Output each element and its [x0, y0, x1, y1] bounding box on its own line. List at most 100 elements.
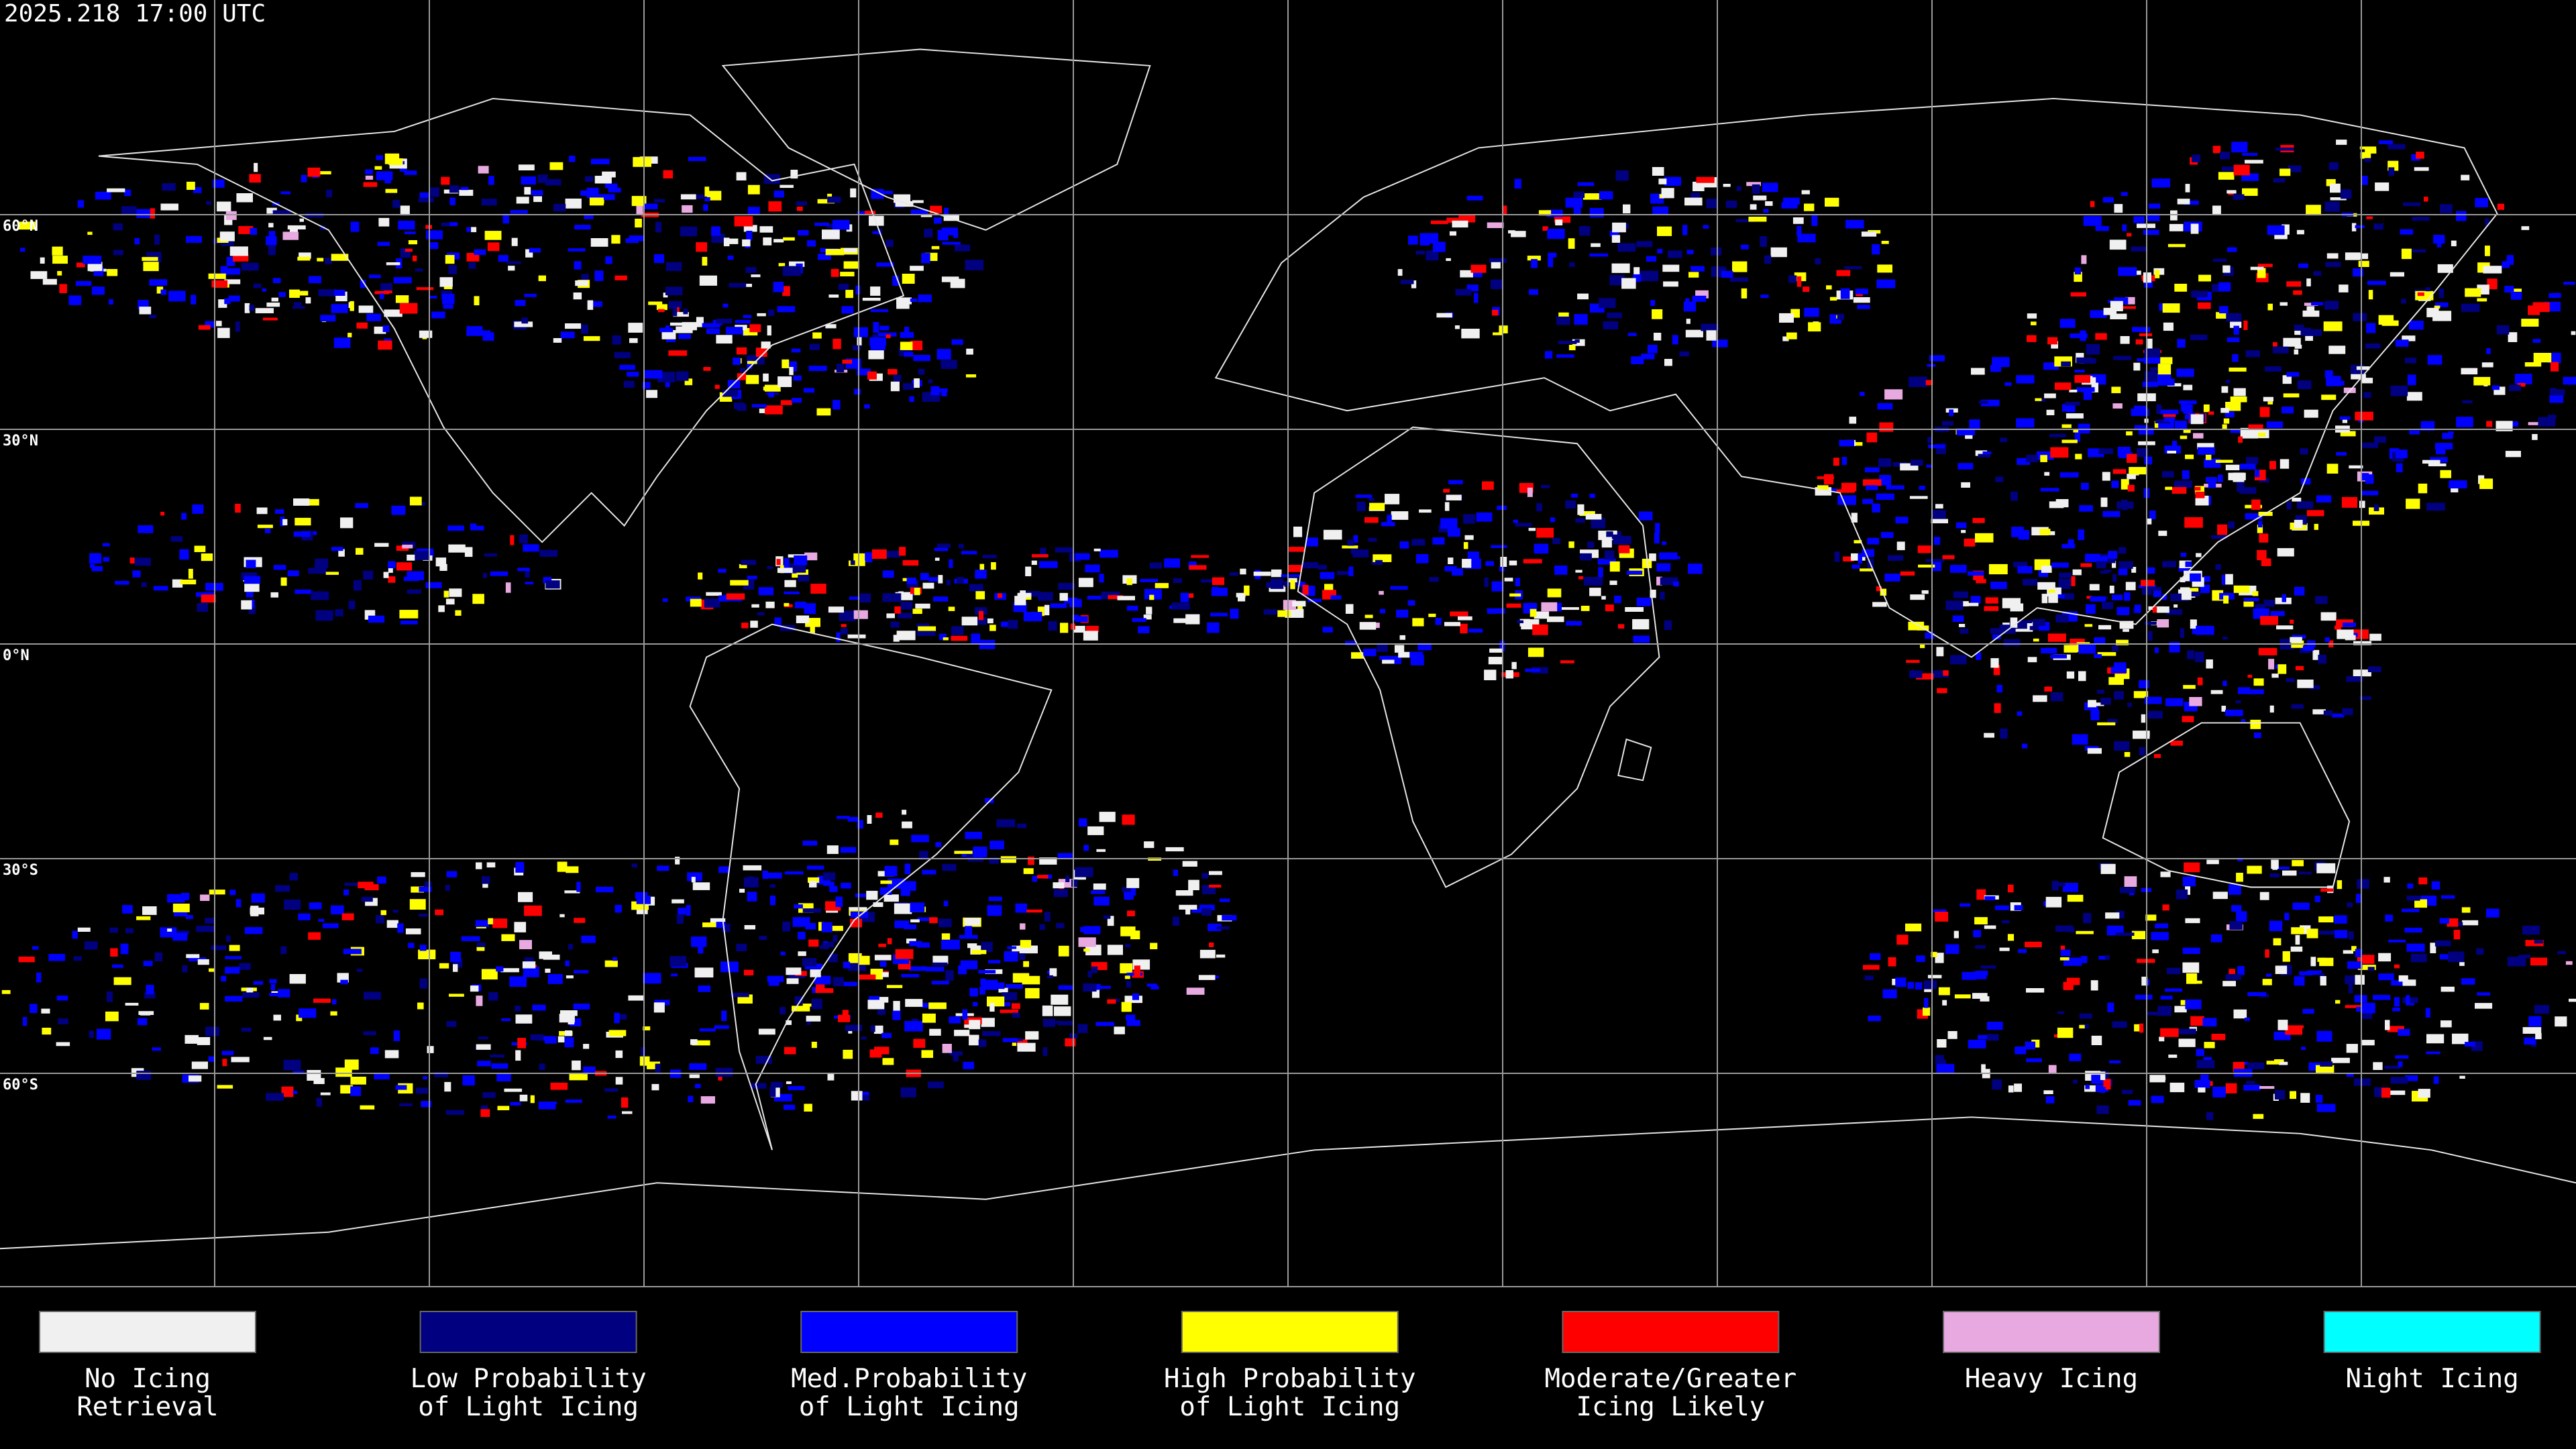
icing-speck [2230, 321, 2242, 328]
icing-speck [2368, 290, 2373, 300]
icing-speck [1209, 943, 1214, 947]
icing-speck [220, 266, 228, 276]
icing-speck [2131, 567, 2137, 573]
icing-speck [2233, 388, 2246, 396]
icing-speck [822, 872, 836, 881]
icing-speck [2127, 474, 2136, 480]
icing-speck [1509, 560, 1517, 566]
icing-speck [2084, 624, 2093, 627]
icing-speck [643, 203, 658, 209]
icing-speck [434, 1071, 449, 1077]
icing-speck [1703, 225, 1709, 229]
icing-speck [2133, 216, 2145, 223]
icing-speck [581, 274, 589, 283]
icing-speck [1935, 912, 1949, 922]
icing-speck [2250, 719, 2261, 729]
icing-speck [1546, 209, 1563, 217]
icing-speck [1238, 593, 1246, 602]
icing-speck [2139, 680, 2149, 688]
icing-speck [2094, 555, 2108, 561]
icing-speck [154, 234, 160, 245]
icing-speck [2316, 1030, 2332, 1042]
icing-speck [2218, 282, 2231, 292]
icing-speck [839, 981, 857, 987]
icing-speck [877, 1009, 886, 1015]
icing-speck [1929, 355, 1945, 362]
icing-speck [393, 277, 412, 284]
icing-speck [292, 1071, 305, 1074]
icing-speck [1476, 512, 1493, 522]
icing-speck [2165, 698, 2184, 706]
icing-speck [862, 297, 881, 301]
icing-speck [2524, 362, 2542, 367]
icing-speck [2147, 338, 2153, 350]
icing-speck [2279, 168, 2291, 176]
icing-speck [1491, 262, 1501, 269]
icing-speck [2121, 479, 2129, 490]
icing-speck [1732, 261, 1748, 272]
icing-speck [832, 219, 850, 230]
icing-speck [445, 255, 455, 264]
icing-speck [2191, 290, 2208, 298]
icing-speck [2116, 606, 2130, 615]
icing-speck [2266, 421, 2284, 429]
icing-speck [1981, 1064, 1986, 1074]
icing-speck [687, 872, 702, 881]
icing-speck [1843, 556, 1854, 561]
icing-speck [2353, 669, 2371, 677]
icing-speck [309, 902, 322, 910]
icing-speck [2190, 573, 2201, 582]
icing-speck [2202, 1018, 2217, 1027]
icing-speck [694, 1083, 701, 1088]
icing-speck [388, 158, 403, 165]
icing-speck [904, 924, 916, 930]
icing-speck [2235, 700, 2241, 704]
icing-speck [2310, 957, 2316, 967]
icing-speck [1864, 467, 1880, 473]
icing-speck [594, 176, 612, 184]
icing-speck [929, 1028, 941, 1036]
icing-speck [153, 586, 168, 591]
icing-speck [2434, 940, 2451, 947]
icing-speck [2198, 1087, 2206, 1093]
icing-speck [843, 248, 857, 253]
icing-speck [2406, 392, 2422, 401]
icing-speck [2046, 409, 2055, 415]
icing-speck [168, 290, 186, 302]
icing-speck [2078, 529, 2084, 541]
icing-speck [1750, 204, 1757, 210]
icing-speck [2384, 1065, 2400, 1069]
icing-speck [340, 979, 348, 985]
icing-speck [2212, 892, 2228, 900]
icing-speck [412, 255, 417, 262]
icing-speck [2119, 621, 2134, 629]
icing-speck [344, 1059, 359, 1070]
icing-speck [307, 167, 321, 177]
icing-speck [2462, 400, 2473, 404]
icing-speck [776, 559, 781, 566]
icing-speck [1039, 924, 1045, 930]
icing-speck [340, 517, 354, 529]
icing-speck [1748, 217, 1767, 222]
icing-speck [2146, 567, 2155, 574]
icing-speck [2331, 1057, 2350, 1063]
icing-speck [1126, 877, 1140, 888]
icing-speck [2236, 873, 2243, 882]
icing-speck [2351, 946, 2357, 951]
icing-speck [2118, 561, 2133, 569]
icing-speck [739, 888, 745, 893]
icing-speck [253, 283, 262, 288]
icing-speck [211, 280, 228, 288]
icing-speck [2404, 927, 2422, 933]
icing-speck [91, 566, 103, 572]
icing-speck [1126, 578, 1132, 586]
icing-speck [808, 939, 819, 947]
icing-speck [876, 262, 894, 267]
icing-speck [2225, 709, 2243, 716]
icing-speck [2475, 1003, 2493, 1009]
icing-speck [2315, 1095, 2323, 1103]
icing-speck [786, 1020, 792, 1025]
icing-speck [2263, 396, 2273, 402]
icing-speck [885, 551, 901, 558]
icing-speck [305, 498, 319, 506]
